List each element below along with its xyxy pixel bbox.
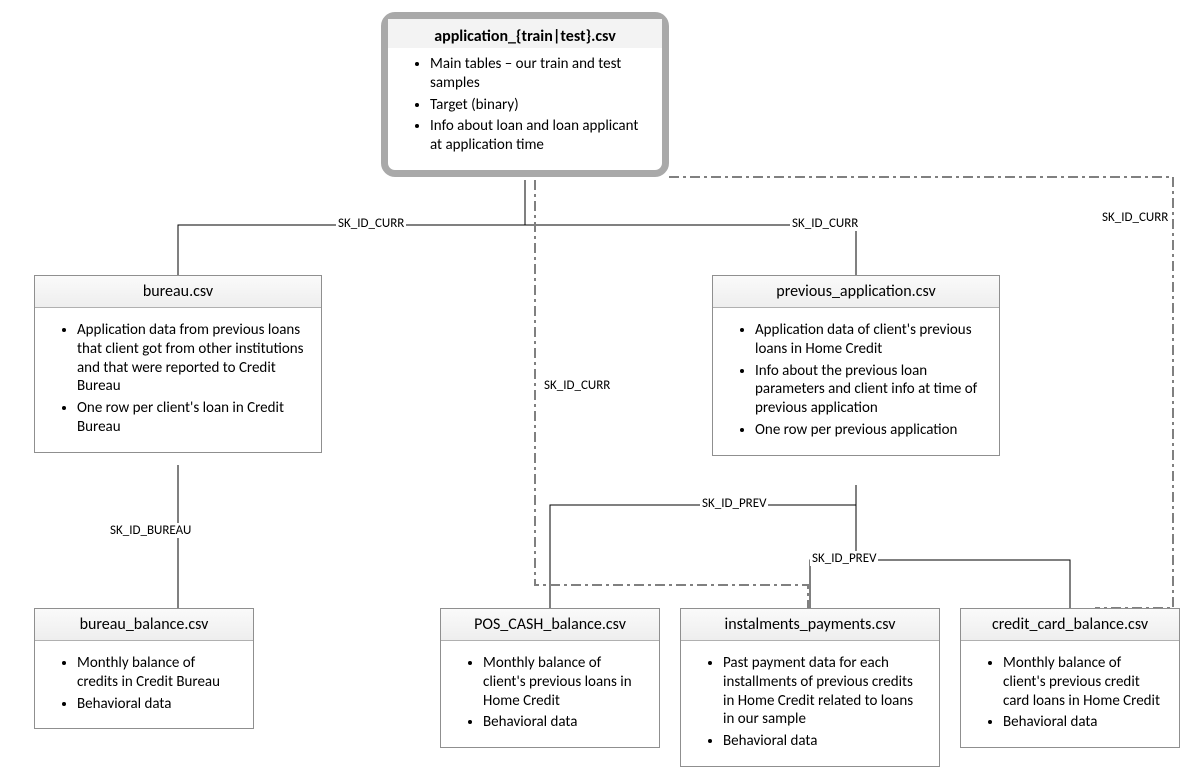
list-item: Application data of client's previous lo… bbox=[755, 321, 985, 359]
edge-solid bbox=[810, 485, 856, 608]
list-item: Monthly balance of credits in Credit Bur… bbox=[77, 654, 239, 692]
list-item: Past payment data for each installments … bbox=[723, 654, 925, 729]
list-item: Behavioral data bbox=[723, 732, 925, 751]
node-previous-application-body: Application data of client's previous lo… bbox=[713, 308, 999, 455]
edge-label: SK_ID_CURR bbox=[336, 216, 406, 231]
node-bureau: bureau.csv Application data from previou… bbox=[34, 275, 322, 453]
node-instalments-payments-title: instalments_payments.csv bbox=[681, 609, 939, 641]
edge-label: SK_ID_CURR bbox=[1100, 210, 1170, 225]
node-application-title: application_{train|test}.csv bbox=[388, 19, 662, 48]
node-previous-application: previous_application.csv Application dat… bbox=[712, 275, 1000, 456]
node-bureau-balance-body: Monthly balance of credits in Credit Bur… bbox=[35, 641, 253, 728]
node-instalments-payments: instalments_payments.csv Past payment da… bbox=[680, 608, 940, 767]
node-bureau-title: bureau.csv bbox=[35, 276, 321, 308]
list-item: Behavioral data bbox=[77, 695, 239, 714]
edge-label: SK_ID_PREV bbox=[700, 496, 768, 511]
node-credit-card-balance-title: credit_card_balance.csv bbox=[961, 609, 1179, 641]
node-pos-cash-balance-title: POS_CASH_balance.csv bbox=[441, 609, 659, 641]
list-item: Behavioral data bbox=[483, 713, 645, 732]
list-item: Target (binary) bbox=[430, 96, 648, 115]
edge-solid bbox=[856, 485, 1070, 608]
list-item: Application data from previous loans tha… bbox=[77, 321, 307, 396]
list-item: One row per client's loan in Credit Bure… bbox=[77, 399, 307, 437]
node-credit-card-balance-body: Monthly balance of client's previous cre… bbox=[961, 641, 1179, 747]
node-bureau-body: Application data from previous loans tha… bbox=[35, 308, 321, 452]
list-item: Monthly balance of client's previous cre… bbox=[1003, 654, 1165, 710]
node-previous-application-title: previous_application.csv bbox=[713, 276, 999, 308]
edge-label: SK_ID_PREV bbox=[810, 551, 878, 566]
node-bureau-balance-title: bureau_balance.csv bbox=[35, 609, 253, 641]
edge-label: SK_ID_CURR bbox=[542, 378, 612, 393]
list-item: Main tables – our train and test samples bbox=[430, 55, 648, 93]
list-item: Info about the previous loan parameters … bbox=[755, 362, 985, 418]
node-credit-card-balance: credit_card_balance.csv Monthly balance … bbox=[960, 608, 1180, 748]
list-item: Info about loan and loan applicant at ap… bbox=[430, 117, 648, 155]
node-application: application_{train|test}.csv Main tables… bbox=[381, 12, 669, 177]
node-instalments-payments-body: Past payment data for each installments … bbox=[681, 641, 939, 766]
list-item: Monthly balance of client's previous loa… bbox=[483, 654, 645, 710]
edge-label: SK_ID_BUREAU bbox=[108, 523, 193, 538]
edge-label: SK_ID_CURR bbox=[790, 216, 860, 231]
list-item: Behavioral data bbox=[1003, 713, 1165, 732]
list-item: One row per previous application bbox=[755, 421, 985, 440]
node-bureau-balance: bureau_balance.csv Monthly balance of cr… bbox=[34, 608, 254, 729]
node-pos-cash-balance: POS_CASH_balance.csv Monthly balance of … bbox=[440, 608, 660, 748]
node-pos-cash-balance-body: Monthly balance of client's previous loa… bbox=[441, 641, 659, 747]
node-application-body: Main tables – our train and test samples… bbox=[388, 48, 662, 170]
